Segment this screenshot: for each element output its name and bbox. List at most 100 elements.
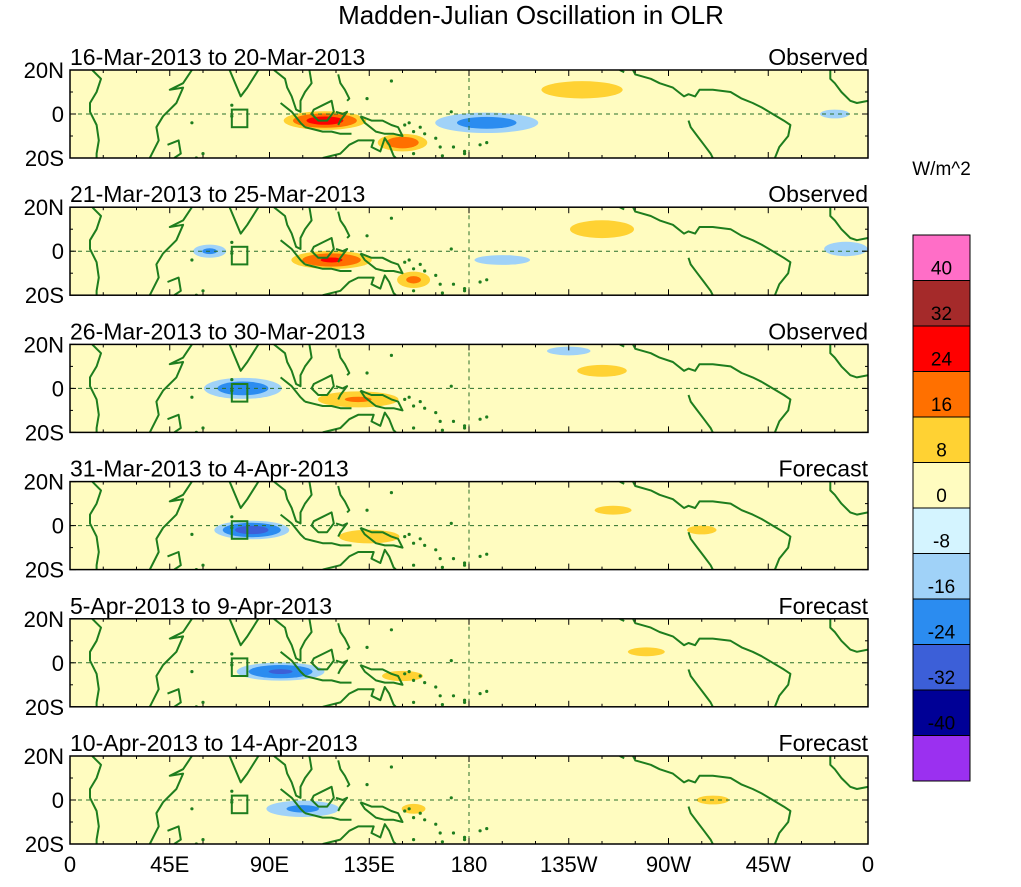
coastline-group <box>89 756 868 844</box>
island <box>462 838 467 842</box>
island <box>490 296 493 299</box>
coastline <box>310 648 335 671</box>
coastline <box>322 137 397 158</box>
island <box>411 267 416 271</box>
panel: 20N 0 20S 5-Apr-2013 to 9-Apr-2013 Forecast <box>24 593 869 720</box>
anomaly-contour <box>406 276 421 284</box>
coastline <box>335 385 349 400</box>
coastline <box>198 344 260 372</box>
y-tick-label: 0 <box>52 102 64 127</box>
y-tick-label: 20N <box>24 332 64 357</box>
coastline <box>304 126 352 135</box>
coastline <box>89 207 102 296</box>
island <box>485 552 489 556</box>
colorbar-level-label: 0 <box>936 486 947 507</box>
island <box>365 508 369 512</box>
colorbar-level-label: -24 <box>928 623 956 644</box>
island <box>403 672 407 676</box>
anomaly-field <box>89 344 868 433</box>
panel-group: 20N 0 20S 16-Mar-2013 to 20-Mar-2013 Observe… <box>24 44 869 857</box>
y-tick-label: 20S <box>25 420 64 445</box>
island <box>440 291 444 295</box>
reference-box <box>230 245 249 266</box>
coastline <box>322 411 397 433</box>
coastline <box>829 618 868 653</box>
island <box>201 289 205 293</box>
panel-status: Forecast <box>779 456 869 482</box>
island <box>462 426 467 430</box>
coastline <box>89 70 102 158</box>
coastline <box>304 537 352 547</box>
anomaly-contour <box>268 669 293 675</box>
panel: 20N 0 20S 16-Mar-2013 to 20-Mar-2013 Observe… <box>24 44 869 171</box>
island <box>201 152 205 156</box>
coastline <box>310 99 335 122</box>
coastline <box>322 548 397 570</box>
coastline <box>273 756 313 799</box>
island <box>418 125 422 129</box>
coastline <box>198 207 260 235</box>
coastline <box>273 618 313 662</box>
island <box>389 216 394 220</box>
reference-box <box>230 794 249 815</box>
island <box>411 700 416 705</box>
anomaly-contour <box>819 109 850 119</box>
coastline <box>148 207 193 296</box>
coastline <box>304 263 352 272</box>
panel-date-range: 21-Mar-2013 to 25-Mar-2013 <box>70 181 365 207</box>
coastline <box>335 659 349 675</box>
reference-box <box>230 108 249 129</box>
coastline <box>148 70 193 158</box>
coastline <box>335 110 349 126</box>
x-tick-label: 90W <box>646 852 691 877</box>
coastline <box>273 70 313 113</box>
anomaly-contour <box>546 346 591 356</box>
island <box>478 280 482 284</box>
island <box>462 287 467 291</box>
colorbar-level-label: 40 <box>931 259 952 280</box>
coastline <box>304 675 352 684</box>
coastline <box>337 760 351 788</box>
colorbar-level-label: 16 <box>931 395 952 416</box>
coastline <box>89 756 102 844</box>
anomaly-contour <box>235 525 269 535</box>
coastline <box>687 531 714 570</box>
tick-marks <box>69 206 869 296</box>
tick-marks <box>69 343 869 433</box>
island <box>365 645 369 650</box>
island <box>490 570 493 573</box>
colorbar-swatch <box>912 598 971 645</box>
island <box>485 689 489 694</box>
x-tick-label: 180 <box>451 852 488 877</box>
island <box>190 395 194 399</box>
colorbar-swatch <box>912 416 971 463</box>
island <box>440 428 444 432</box>
colorbar: W/m^2 40 32 24 16 8 0 -8 -16 -24 -32 -40 <box>912 159 971 782</box>
island <box>230 789 234 793</box>
island <box>438 694 442 698</box>
colorbar-swatch <box>912 280 971 327</box>
coastline-group <box>89 207 868 296</box>
y-tick-label: 0 <box>52 514 64 539</box>
island <box>190 258 194 262</box>
coastline <box>337 74 351 102</box>
chart-title: Madden-Julian Oscillation in OLR <box>338 0 724 30</box>
coastline <box>359 252 404 275</box>
coastline <box>632 756 792 844</box>
reference-box <box>230 657 249 678</box>
y-tick-label: 0 <box>52 788 64 813</box>
tick-marks <box>69 481 869 571</box>
anomaly-contour <box>541 81 623 99</box>
colorbar-level-label: -16 <box>928 577 955 598</box>
anomaly-contour <box>790 771 868 794</box>
island <box>407 807 411 811</box>
island <box>462 835 467 840</box>
colorbar-swatch <box>912 553 971 600</box>
panel: 20N 0 20S 21-Mar-2013 to 25-Mar-2013 Observe… <box>24 181 869 308</box>
colorbar-swatch <box>912 735 971 782</box>
island <box>190 670 194 674</box>
coastline <box>148 481 193 570</box>
island <box>230 378 234 382</box>
island <box>423 543 427 548</box>
